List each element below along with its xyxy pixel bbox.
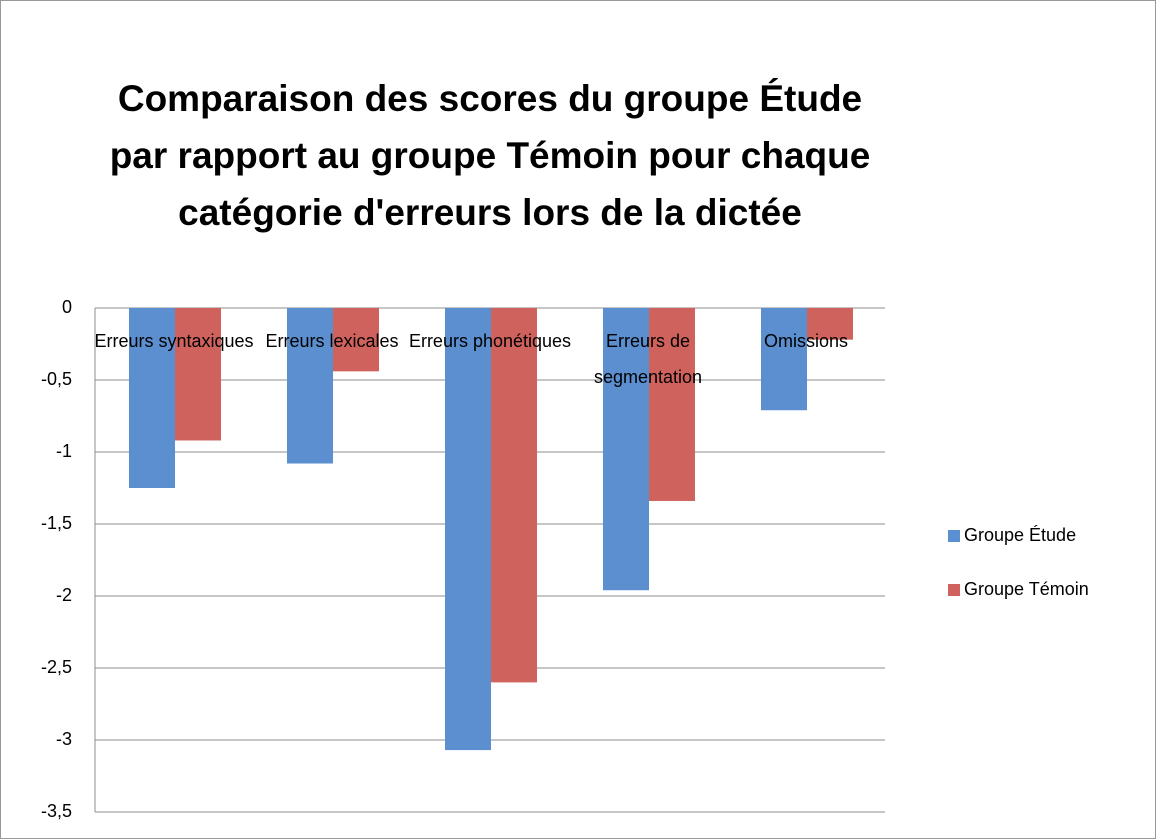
- y-tick-label: -3: [56, 729, 72, 749]
- bar: [175, 308, 221, 441]
- y-tick-label: -0,5: [41, 369, 72, 389]
- x-tick-label: Erreurs syntaxiques: [94, 331, 254, 351]
- y-tick-label: -1,5: [41, 513, 72, 533]
- bar: [445, 308, 491, 751]
- bar: [129, 308, 175, 488]
- y-tick-label: -3,5: [41, 801, 72, 821]
- legend-label: Groupe Témoin: [964, 579, 1089, 599]
- y-tick-label: -1: [56, 441, 72, 461]
- x-tick-label: Omissions: [763, 331, 848, 351]
- y-tick-label: 0: [62, 297, 72, 317]
- legend-swatch: [948, 530, 960, 542]
- legend-label: Groupe Étude: [964, 525, 1076, 545]
- y-tick-label: -2: [56, 585, 72, 605]
- bar: [603, 308, 649, 591]
- bar: [333, 308, 379, 372]
- bar: [807, 308, 853, 340]
- x-tick-label: Erreurs phonétiques: [408, 331, 572, 351]
- bar: [761, 308, 807, 411]
- x-tick-label: Erreurs de segmentation: [593, 331, 703, 387]
- bar: [287, 308, 333, 464]
- chart-title: Comparaison des scores du groupe Étude p…: [109, 78, 871, 233]
- bar: [491, 308, 537, 683]
- y-tick-label: -2,5: [41, 657, 72, 677]
- x-tick-label: Erreurs lexicales: [265, 331, 399, 351]
- legend-swatch: [948, 584, 960, 596]
- bar: [649, 308, 695, 501]
